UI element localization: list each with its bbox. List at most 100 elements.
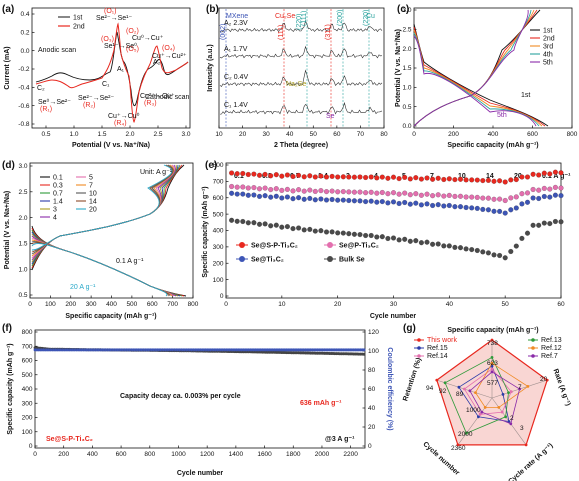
data-point xyxy=(234,184,240,190)
data-point xyxy=(290,174,296,180)
data-point xyxy=(351,174,357,180)
data-point xyxy=(396,191,402,197)
note-r2: (R₂) xyxy=(83,102,95,109)
legend-label: 5 xyxy=(89,174,93,181)
data-point xyxy=(413,238,419,244)
data-point xyxy=(296,195,302,201)
legend-marker xyxy=(239,242,245,248)
data-point xyxy=(519,191,525,197)
tick-label: 60 xyxy=(557,301,565,308)
data-point xyxy=(463,246,469,252)
discharge-curve xyxy=(31,241,171,297)
data-point xyxy=(491,178,497,184)
data-point xyxy=(413,200,419,206)
panel-a: (a) Current (mA) Potential (V vs. Na⁺/Na… xyxy=(2,4,191,149)
panel-d-ylabel: Potential (V vs. Na+/Na) xyxy=(4,191,11,269)
data-point xyxy=(318,173,324,179)
legend-label: 10 xyxy=(89,190,97,197)
tick-label: 600 xyxy=(22,358,33,365)
data-point xyxy=(329,229,335,235)
data-point xyxy=(474,205,480,211)
data-point xyxy=(502,179,508,185)
tick-label: 70 xyxy=(357,131,365,138)
data-point xyxy=(430,203,436,209)
tick-label: 3.0 xyxy=(402,7,411,14)
data-point xyxy=(435,202,441,208)
data-point xyxy=(379,190,385,196)
data-point xyxy=(413,175,419,181)
note-se0-se2: Se⁰→Se²⁻ xyxy=(38,98,71,106)
radar-point xyxy=(490,361,494,365)
tick-label: 300 xyxy=(213,244,224,251)
data-point xyxy=(452,177,458,183)
data-point xyxy=(508,249,514,255)
data-point xyxy=(407,238,413,244)
data-point xyxy=(363,199,369,205)
tick-label: 0 xyxy=(412,131,416,138)
legend-label: Ref.15 xyxy=(427,345,448,352)
data-point xyxy=(435,175,441,181)
radar-tick: 1000 xyxy=(466,407,481,414)
tick-label: 20 xyxy=(239,131,247,138)
data-point xyxy=(262,171,268,177)
data-point xyxy=(446,203,452,209)
data-point xyxy=(446,243,452,249)
data-point xyxy=(357,232,363,238)
tick-label: 1800 xyxy=(286,451,301,458)
panel-a-label: (a) xyxy=(2,4,14,15)
rate-label: 0.1 xyxy=(234,173,244,180)
data-point xyxy=(418,192,424,198)
legend-marker xyxy=(531,338,535,342)
panel-f: (f) Specific capacity (mAh g⁻¹) Coulombi… xyxy=(2,323,393,477)
legend-label: Ref.13 xyxy=(541,337,562,344)
tick-label: 1.5 xyxy=(18,241,27,248)
radar-axis-cycle-rate: Cycle rate (A g⁻¹) xyxy=(507,442,554,481)
tick-label: 800 xyxy=(213,162,224,169)
data-point xyxy=(268,223,274,229)
tick-label: 500 xyxy=(126,301,137,308)
data-point xyxy=(402,200,408,206)
data-point xyxy=(491,196,497,202)
data-point xyxy=(357,198,363,204)
data-point xyxy=(519,235,525,241)
data-point xyxy=(318,196,324,202)
data-point xyxy=(407,192,413,198)
tick-label: 1.5 xyxy=(97,131,106,138)
radar-point xyxy=(443,381,447,385)
tick-label: 600 xyxy=(147,301,158,308)
data-point xyxy=(245,172,251,178)
panel-d-xticks: 0 100 200 300 400 500 600 700 800 xyxy=(28,295,199,308)
label-cu: Cu xyxy=(366,13,375,20)
data-point xyxy=(446,192,452,198)
discharge-curve xyxy=(413,35,537,127)
tick-label: 1.0 xyxy=(18,266,27,273)
legend-marker xyxy=(417,346,421,350)
legend-label: Se@Ti₃C₂ xyxy=(251,257,284,264)
data-point xyxy=(268,187,274,193)
data-point xyxy=(402,174,408,180)
note-o5: (O₅) xyxy=(126,46,139,53)
legend-label: 20 xyxy=(89,206,97,213)
tick-label: 2.5 xyxy=(18,189,27,196)
data-point xyxy=(558,170,564,176)
data-point xyxy=(424,201,430,207)
panel-f-label: (f) xyxy=(2,323,12,334)
data-point xyxy=(530,171,536,177)
legend-label: 14 xyxy=(89,198,97,205)
data-point xyxy=(279,224,285,230)
panel-c-ylabel: Potential (V vs. Na⁺/Na) xyxy=(395,29,402,107)
legend-label: Bulk Se xyxy=(339,257,365,264)
panel-d: (d) Potential (V vs. Na+/Na) Specific ca… xyxy=(2,160,199,320)
note-r1: (R₁) xyxy=(40,106,52,113)
data-point xyxy=(234,191,240,197)
xrd-trace xyxy=(219,101,383,115)
data-point xyxy=(273,222,279,228)
data-point xyxy=(469,194,475,200)
legend-a-2: 2nd xyxy=(73,24,85,31)
data-point xyxy=(441,203,447,209)
data-point xyxy=(307,173,313,179)
charge-curve xyxy=(413,9,529,127)
data-point xyxy=(290,226,296,232)
label-cu2se: Cu₂Se xyxy=(275,13,295,20)
data-point xyxy=(279,173,285,179)
